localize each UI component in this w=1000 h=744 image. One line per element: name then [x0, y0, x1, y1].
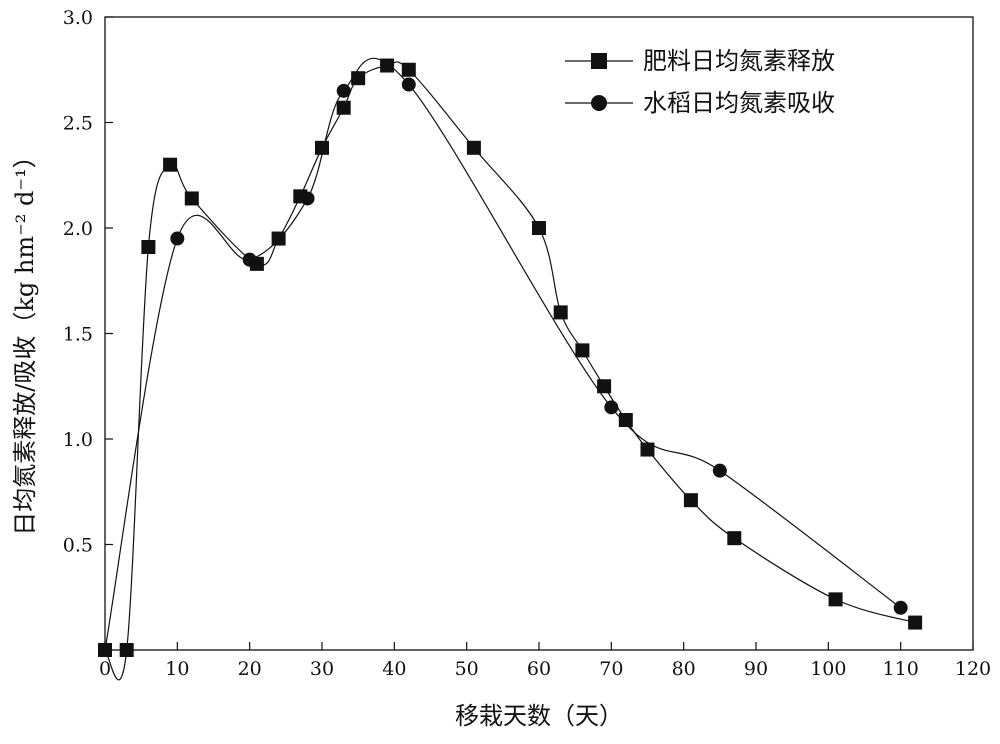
- y-tick-label: 3.0: [63, 7, 93, 29]
- series-line-rice: [105, 58, 901, 650]
- data-point-fertilizer: [185, 191, 199, 205]
- data-point-fertilizer: [619, 413, 633, 427]
- data-point-fertilizer: [337, 101, 351, 115]
- data-point-fertilizer: [641, 443, 655, 457]
- y-tick-label: 1.0: [63, 429, 93, 451]
- legend: 肥料日均氮素释放 水稻日均氮素吸收: [565, 47, 835, 117]
- data-point-rice: [402, 78, 416, 92]
- data-point-fertilizer: [727, 531, 741, 545]
- x-tick-label: 40: [382, 658, 406, 680]
- x-tick-label: 60: [527, 658, 551, 680]
- data-point-rice: [337, 84, 351, 98]
- y-tick-label: 2.5: [63, 113, 93, 135]
- x-tick-label: 120: [955, 658, 991, 680]
- data-point-fertilizer: [532, 221, 546, 235]
- x-axis-title: 移栽天数（天）: [455, 702, 623, 730]
- data-point-rice: [713, 464, 727, 478]
- y-tick-label: 1.5: [63, 324, 93, 346]
- data-point-fertilizer: [467, 141, 481, 155]
- plot-frame: [105, 17, 973, 650]
- data-point-fertilizer: [829, 592, 843, 606]
- x-tick-label: 110: [883, 658, 919, 680]
- x-tick-label: 30: [310, 658, 334, 680]
- data-point-fertilizer: [272, 232, 286, 246]
- data-point-fertilizer: [380, 59, 394, 73]
- data-point-fertilizer: [597, 379, 611, 393]
- series-line-fertilizer: [105, 62, 915, 680]
- data-point-fertilizer: [554, 305, 568, 319]
- legend-label-rice: 水稻日均氮素吸收: [643, 89, 835, 117]
- data-point-rice: [894, 601, 908, 615]
- x-tick-label: 80: [672, 658, 696, 680]
- x-tick-label: 90: [744, 658, 768, 680]
- axis-ticks: 01020304050607080901001101200.51.01.52.0…: [63, 7, 991, 680]
- legend-marker-rice: [591, 95, 607, 111]
- data-point-rice: [98, 643, 112, 657]
- x-tick-label: 70: [599, 658, 623, 680]
- y-tick-label: 2.0: [63, 218, 93, 240]
- data-point-fertilizer: [575, 343, 589, 357]
- data-point-fertilizer: [351, 71, 365, 85]
- y-axis-title: 日均氮素释放/吸收（kg hm⁻² d⁻¹）: [11, 144, 39, 535]
- legend-label-fertilizer: 肥料日均氮素释放: [643, 47, 835, 75]
- data-point-fertilizer: [141, 240, 155, 254]
- data-point-fertilizer: [402, 63, 416, 77]
- series-markers: [98, 59, 922, 657]
- data-point-rice: [604, 400, 618, 414]
- x-tick-label: 10: [165, 658, 189, 680]
- x-tick-label: 20: [238, 658, 262, 680]
- data-point-fertilizer: [120, 643, 134, 657]
- x-tick-label: 100: [810, 658, 846, 680]
- x-tick-label: 50: [455, 658, 479, 680]
- data-point-fertilizer: [908, 616, 922, 630]
- data-point-rice: [243, 253, 257, 267]
- data-point-rice: [301, 191, 315, 205]
- data-point-fertilizer: [163, 158, 177, 172]
- legend-marker-fertilizer: [591, 53, 607, 69]
- data-point-fertilizer: [315, 141, 329, 155]
- data-point-fertilizer: [684, 493, 698, 507]
- y-tick-label: 0.5: [63, 535, 93, 557]
- data-point-rice: [170, 232, 184, 246]
- series-lines: [105, 58, 915, 680]
